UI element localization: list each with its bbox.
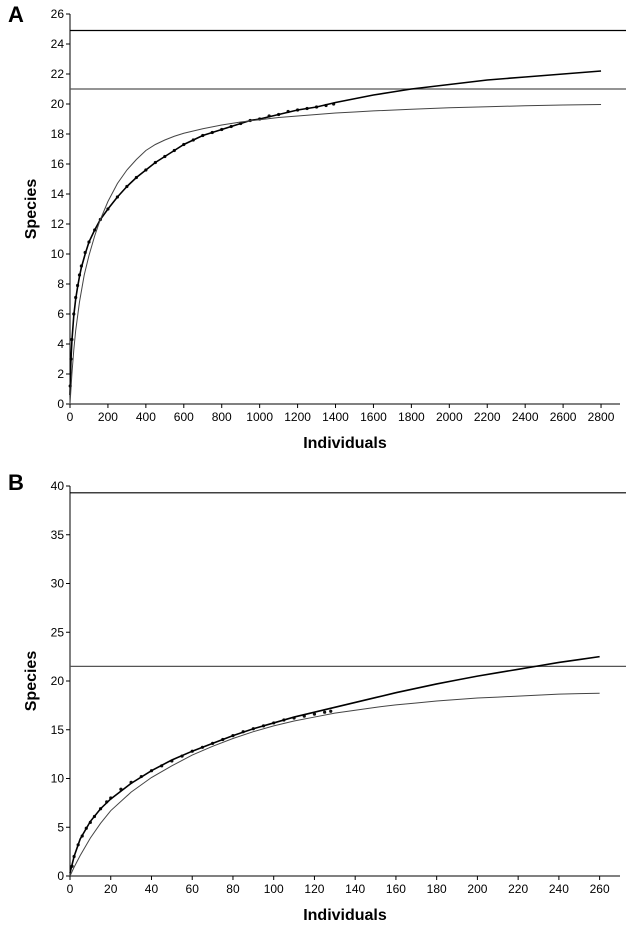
x-tick-label: 1800	[398, 410, 425, 424]
x-tick-label: 60	[186, 882, 200, 896]
x-tick-label: 1200	[284, 410, 311, 424]
chart-b-svg: 0 5 10 15 20 25 30 35 40 0 20 40 60 80 100 120 140 160 180…	[23, 479, 626, 924]
x-tick-label: 0	[67, 882, 74, 896]
y-tick-label: 6	[57, 307, 64, 321]
data-point	[323, 710, 327, 714]
y-tick-label: 26	[51, 7, 65, 21]
x-tick-label: 2800	[588, 410, 615, 424]
y-tick-label: 22	[51, 67, 65, 81]
x-tick-label: 180	[427, 882, 447, 896]
y-axis-title: Species	[23, 179, 40, 240]
x-tick-label: 20	[104, 882, 118, 896]
x-tick-label: 2000	[436, 410, 463, 424]
x-tick-label: 40	[145, 882, 159, 896]
x-tick-label: 2600	[550, 410, 577, 424]
chart-panel-b: B 0 5 10 15 20 25 30 35 40 0 20 40 60 80 100 120 140 160 1…	[0, 468, 634, 928]
data-point	[329, 709, 333, 713]
x-tick-label: 1400	[322, 410, 349, 424]
x-tick-label: 400	[136, 410, 156, 424]
y-tick-label: 4	[57, 337, 64, 351]
y-tick-label: 12	[51, 217, 65, 231]
y-tick-label: 16	[51, 157, 65, 171]
y-tick-label: 0	[57, 397, 64, 411]
y-tick-label: 14	[51, 187, 65, 201]
x-tick-label: 1600	[360, 410, 387, 424]
series-line	[69, 692, 600, 877]
series-line	[69, 70, 602, 396]
x-tick-label: 160	[386, 882, 406, 896]
y-tick-label: 15	[51, 723, 65, 737]
x-tick-label: 100	[264, 882, 284, 896]
y-tick-label: 24	[51, 37, 65, 51]
y-tick-label: 10	[51, 247, 65, 261]
y-tick-label: 20	[51, 97, 65, 111]
y-tick-label: 40	[51, 479, 65, 493]
panel-label-a: A	[8, 2, 24, 27]
panel-label-b: B	[8, 470, 24, 495]
series-line	[69, 103, 602, 405]
x-tick-label: 240	[549, 882, 569, 896]
x-tick-label: 0	[67, 410, 74, 424]
y-tick-label: 0	[57, 869, 64, 883]
x-tick-label: 2200	[474, 410, 501, 424]
x-tick-label: 120	[304, 882, 324, 896]
x-axis-title: Individuals	[303, 435, 387, 452]
x-tick-label: 140	[345, 882, 365, 896]
x-tick-label: 800	[212, 410, 232, 424]
x-tick-label: 1000	[246, 410, 273, 424]
y-tick-label: 2	[57, 367, 64, 381]
y-tick-label: 30	[51, 577, 65, 591]
y-tick-label: 10	[51, 772, 65, 786]
chart-panel-a: A 0 2 4 6 8 10 12 14 16 18 20 22 24 26 0 200 400 600 800 10…	[0, 0, 634, 462]
y-tick-label: 8	[57, 277, 64, 291]
x-tick-label: 260	[590, 882, 610, 896]
data-point	[312, 712, 317, 716]
series-line	[69, 655, 600, 874]
y-tick-label: 25	[51, 625, 65, 639]
y-tick-label: 35	[51, 528, 65, 542]
x-tick-label: 600	[174, 410, 194, 424]
x-tick-label: 2400	[512, 410, 539, 424]
y-axis-title: Species	[23, 651, 40, 712]
x-tick-label: 200	[467, 882, 487, 896]
y-tick-label: 18	[51, 127, 65, 141]
x-axis-title: Individuals	[303, 907, 387, 924]
y-tick-label: 20	[51, 674, 65, 688]
x-tick-label: 200	[98, 410, 118, 424]
x-tick-label: 80	[226, 882, 240, 896]
y-tick-label: 5	[57, 820, 64, 834]
x-tick-label: 220	[508, 882, 528, 896]
